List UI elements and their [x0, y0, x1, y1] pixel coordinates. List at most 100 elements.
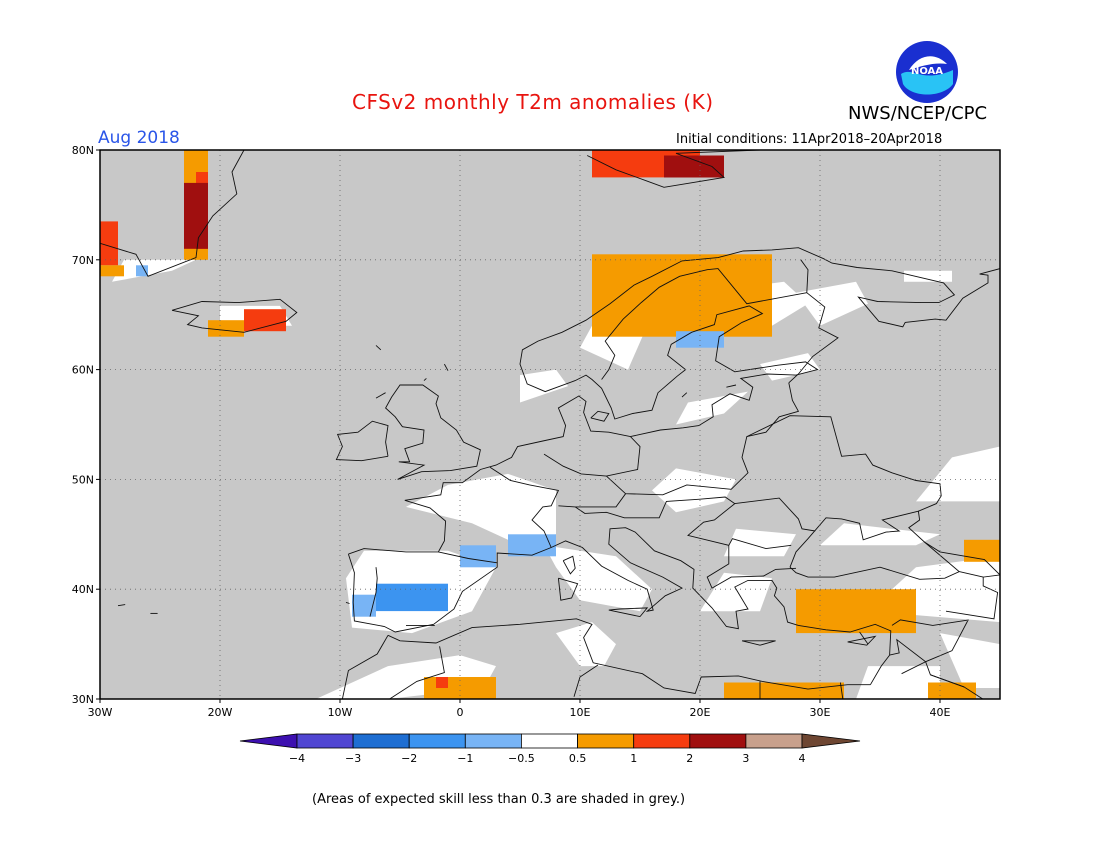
- legend-swatch: [633, 733, 691, 749]
- anomaly-cell: [676, 331, 724, 348]
- coastline: [606, 382, 800, 496]
- map-frame: [99, 149, 1001, 700]
- legend-swatch: [408, 733, 466, 749]
- coastline: [891, 619, 969, 626]
- coastline: [388, 646, 445, 699]
- lat-tick-label: 50N: [72, 473, 94, 486]
- noaa-logo-text: NOAA: [911, 66, 943, 77]
- near-zero-region: [856, 666, 940, 699]
- anomaly-cell: [664, 155, 724, 178]
- anomaly-cell: [184, 182, 208, 249]
- legend-boundary-label: −0.5: [508, 752, 535, 765]
- coastline: [590, 410, 610, 422]
- near-zero-region: [940, 633, 1000, 688]
- lat-tick-label: 80N: [72, 144, 94, 157]
- map-title: CFSv2 monthly T2m anomalies (K): [352, 90, 714, 114]
- lon-tick-label: 20W: [208, 706, 233, 719]
- anomaly-cell: [508, 534, 556, 557]
- coastline: [681, 392, 688, 398]
- near-zero-region: [406, 473, 556, 546]
- coastline: [385, 384, 481, 480]
- skill-footnote: (Areas of expected skill less than 0.3 a…: [312, 792, 686, 807]
- legend-arrow-high: [801, 733, 861, 749]
- coastline: [608, 607, 649, 618]
- coastline: [601, 268, 807, 380]
- forecast-month: Aug 2018: [98, 128, 180, 148]
- coastline: [574, 496, 792, 550]
- coastline: [924, 541, 1000, 576]
- legend-swatch: [577, 733, 635, 749]
- coastline-layer: [100, 150, 1000, 722]
- coastline: [746, 415, 942, 512]
- coastline: [341, 635, 389, 699]
- coastline: [100, 150, 245, 277]
- coastline: [741, 640, 776, 646]
- legend-boundary-label: 1: [630, 752, 637, 765]
- anomaly-cell: [136, 265, 148, 277]
- noaa-logo: NOAA: [896, 41, 958, 103]
- legend-boundary-label: −1: [457, 752, 473, 765]
- agency-label: NWS/NCEP/CPC: [848, 103, 988, 124]
- coastline: [375, 392, 386, 399]
- legend-boundary-label: 2: [686, 752, 693, 765]
- lat-tick-label: 40N: [72, 583, 94, 596]
- coastline: [586, 150, 761, 188]
- coastline: [489, 466, 560, 548]
- anomaly-cell: [376, 583, 448, 612]
- lon-tick-label: 30W: [88, 706, 113, 719]
- coastline: [256, 716, 268, 720]
- near-zero-region: [760, 353, 820, 381]
- anomaly-cells-layer: [100, 150, 1000, 699]
- near-zero-region: [700, 572, 772, 612]
- anomaly-cell: [724, 682, 844, 699]
- lon-tick-label: 40E: [930, 706, 951, 719]
- coastline: [847, 635, 877, 646]
- legend-boundary-label: −2: [401, 752, 417, 765]
- color-legend: −4 −3 −2 −1 −0.5 0.5 1 2 3 4: [239, 733, 861, 765]
- anomaly-cell: [244, 309, 286, 332]
- coastline: [788, 259, 839, 384]
- coastline: [558, 493, 626, 508]
- coastline: [375, 345, 382, 351]
- lon-tick-label: 20E: [690, 706, 711, 719]
- coastline: [387, 618, 871, 695]
- coastline: [423, 378, 427, 381]
- coastline: [335, 420, 389, 462]
- legend-swatch: [296, 733, 354, 749]
- lat-tick-label: 30N: [72, 693, 94, 706]
- coastline: [347, 527, 892, 685]
- coastline: [930, 674, 965, 688]
- anomaly-cell: [928, 682, 976, 699]
- legend-boundary-label: 0.5: [569, 752, 587, 765]
- near-zero-region: [544, 545, 652, 612]
- anomaly-cell: [592, 254, 772, 337]
- lat-lon-gridlines: [100, 150, 1000, 699]
- legend-swatch: [352, 733, 410, 749]
- near-zero-region: [796, 281, 868, 326]
- coastline: [444, 363, 449, 371]
- coastline: [345, 601, 350, 604]
- anomaly-cell: [796, 589, 916, 634]
- coastline: [789, 510, 961, 580]
- lon-tick-label: 10E: [570, 706, 591, 719]
- coastline: [562, 555, 576, 575]
- lon-tick-label: 30E: [810, 706, 831, 719]
- coastline: [859, 631, 869, 645]
- legend-arrow-low: [239, 733, 298, 749]
- coastline: [959, 571, 984, 578]
- anomaly-cell: [100, 265, 124, 277]
- coastline: [438, 551, 498, 564]
- near-zero-region: [916, 446, 1000, 502]
- legend-boundary-label: −3: [345, 752, 361, 765]
- near-zero-region: [904, 270, 952, 282]
- anomaly-cell: [460, 545, 496, 568]
- anomaly-cell: [100, 221, 118, 266]
- coastline: [734, 497, 816, 532]
- initial-conditions: Initial conditions: 11Apr2018–20Apr2018: [676, 132, 943, 147]
- lat-tick-label: 70N: [72, 254, 94, 267]
- lon-tick-label: 10W: [328, 706, 353, 719]
- coastline: [274, 720, 275, 722]
- coastline: [117, 604, 126, 607]
- anomaly-cell: [208, 320, 244, 337]
